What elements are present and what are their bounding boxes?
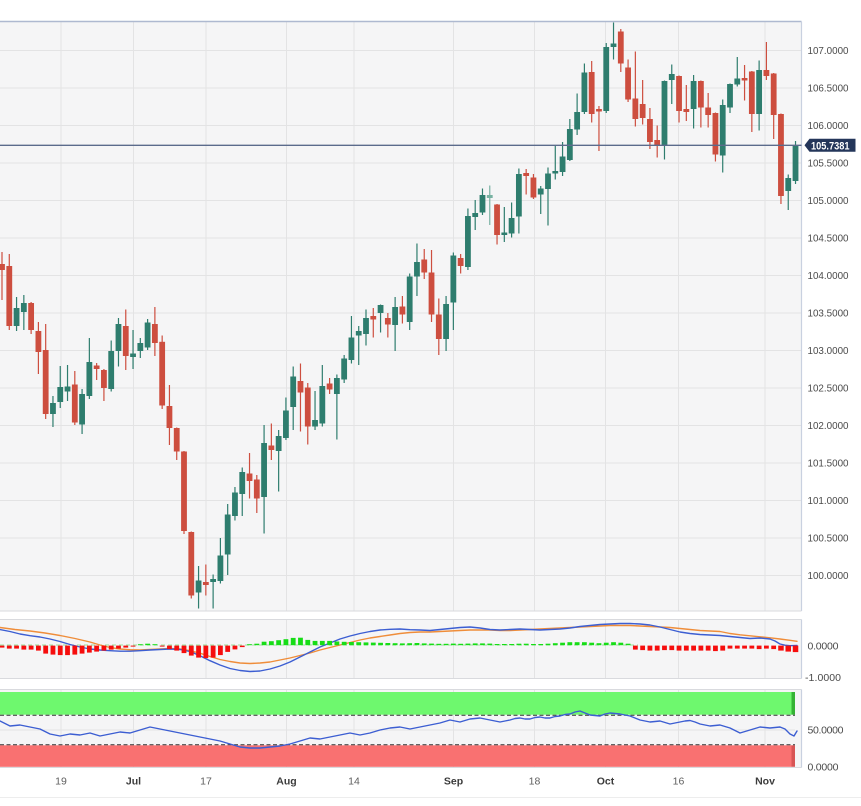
- svg-text:101.0000: 101.0000: [808, 495, 849, 507]
- svg-text:107.0000: 107.0000: [808, 45, 849, 57]
- svg-text:0.0000: 0.0000: [808, 641, 839, 653]
- svg-text:16: 16: [673, 776, 685, 788]
- svg-text:103.5000: 103.5000: [808, 308, 849, 320]
- svg-text:19: 19: [55, 776, 67, 788]
- svg-text:100.0000: 100.0000: [808, 570, 849, 582]
- svg-text:Jul: Jul: [126, 776, 141, 788]
- svg-text:14: 14: [348, 776, 360, 788]
- svg-text:105.7381: 105.7381: [811, 141, 850, 153]
- svg-text:0.0000: 0.0000: [808, 762, 839, 774]
- svg-text:104.5000: 104.5000: [808, 233, 849, 245]
- svg-text:Sep: Sep: [444, 776, 463, 788]
- svg-text:104.0000: 104.0000: [808, 270, 849, 282]
- svg-text:102.5000: 102.5000: [808, 383, 849, 395]
- svg-text:100.5000: 100.5000: [808, 533, 849, 545]
- svg-text:106.0000: 106.0000: [808, 120, 849, 132]
- svg-text:Oct: Oct: [597, 776, 615, 788]
- svg-text:-1.0000: -1.0000: [805, 672, 841, 684]
- svg-text:18: 18: [529, 776, 541, 788]
- svg-text:17: 17: [200, 776, 212, 788]
- svg-text:105.5000: 105.5000: [808, 158, 849, 170]
- svg-text:Aug: Aug: [276, 776, 296, 788]
- svg-text:106.5000: 106.5000: [808, 83, 849, 95]
- svg-text:50.0000: 50.0000: [808, 725, 844, 737]
- svg-text:105.0000: 105.0000: [808, 195, 849, 207]
- svg-text:101.5000: 101.5000: [808, 458, 849, 470]
- svg-text:Nov: Nov: [755, 776, 775, 788]
- svg-text:102.0000: 102.0000: [808, 420, 849, 432]
- svg-text:103.0000: 103.0000: [808, 345, 849, 357]
